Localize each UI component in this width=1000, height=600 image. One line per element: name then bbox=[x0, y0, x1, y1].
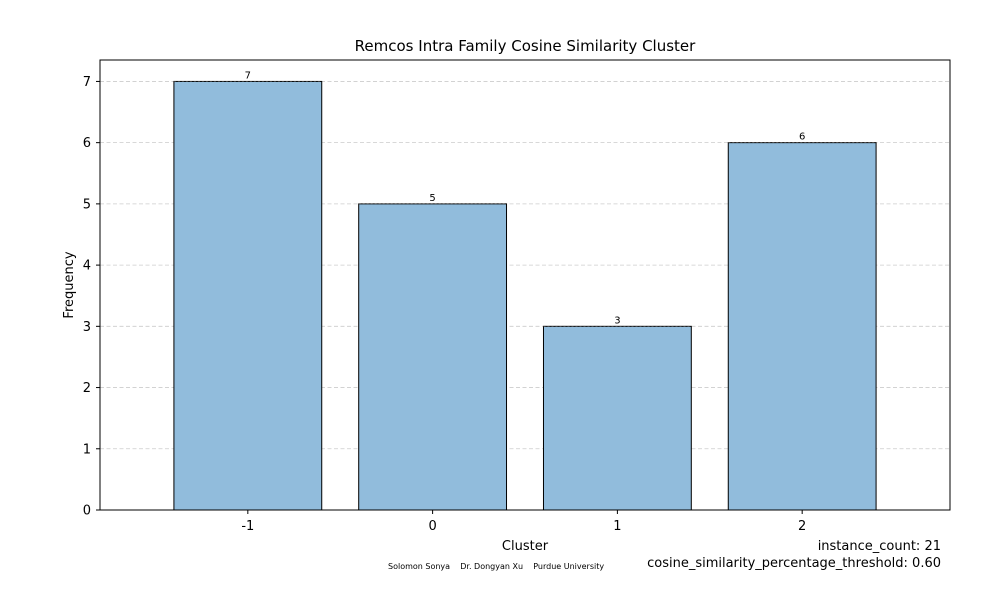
x-tick-label: 2 bbox=[798, 519, 806, 534]
y-axis-label: Frequency bbox=[62, 251, 77, 318]
axis-ticks: 0 1 2 3 4 5 6 7 -1 0 1 2 bbox=[83, 75, 807, 534]
instance-count-label: instance_count: 21 bbox=[817, 539, 941, 554]
y-tick-label: 5 bbox=[83, 197, 91, 212]
threshold-label: cosine_similarity_percentage_threshold: … bbox=[647, 556, 941, 571]
y-tick-label: 0 bbox=[83, 504, 91, 519]
y-tick-label: 7 bbox=[83, 75, 91, 90]
chart-title: Remcos Intra Family Cosine Similarity Cl… bbox=[355, 37, 696, 55]
author-credits: Solomon Sonya Dr. Dongyan Xu Purdue Univ… bbox=[388, 562, 605, 571]
bar-value-label: 6 bbox=[799, 132, 805, 143]
x-tick-label: 1 bbox=[613, 519, 621, 534]
x-tick-label: 0 bbox=[428, 519, 436, 534]
y-tick-label: 1 bbox=[83, 442, 91, 457]
plot-frame bbox=[99, 59, 951, 511]
bar bbox=[173, 80, 323, 511]
bars: 7 5 3 6 bbox=[173, 70, 877, 511]
x-tick-label: -1 bbox=[241, 519, 254, 534]
bar bbox=[358, 203, 508, 511]
bar bbox=[727, 142, 877, 511]
y-tick-label: 4 bbox=[83, 259, 91, 274]
bar bbox=[542, 325, 692, 511]
bar-value-label: 5 bbox=[429, 193, 435, 204]
y-tick-label: 6 bbox=[83, 136, 91, 151]
bar-value-label: 7 bbox=[245, 70, 251, 81]
y-tick-label: 2 bbox=[83, 381, 91, 396]
x-axis-label: Cluster bbox=[502, 539, 549, 554]
bar-value-label: 3 bbox=[614, 315, 620, 326]
y-tick-label: 3 bbox=[83, 320, 91, 335]
